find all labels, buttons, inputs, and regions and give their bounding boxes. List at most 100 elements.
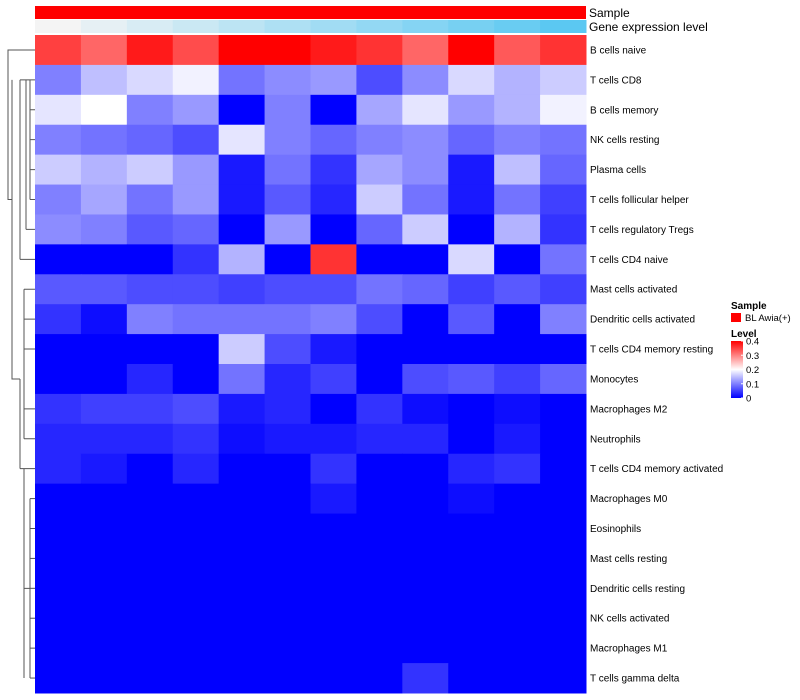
- heatmap-cell: [35, 244, 82, 275]
- heatmap-cell: [264, 124, 311, 156]
- heatmap-cell: [310, 154, 357, 186]
- heatmap-cell: [126, 364, 174, 395]
- heatmap-cell: [448, 364, 495, 395]
- heatmap-cell: [35, 633, 82, 664]
- legend-tick-label: 0.3: [746, 351, 759, 362]
- heatmap-cell: [80, 274, 128, 305]
- annotation-expression-cell: [494, 20, 541, 33]
- heatmap-cell: [356, 94, 403, 126]
- heatmap-cell: [80, 364, 128, 395]
- heatmap-cell: [126, 334, 174, 365]
- heatmap-cell: [80, 483, 128, 515]
- heatmap-cell: [218, 124, 266, 156]
- heatmap-cell: [264, 663, 311, 694]
- heatmap-cell: [448, 124, 495, 156]
- heatmap-cell: [264, 543, 311, 574]
- annotation-sample-bar: [35, 6, 586, 19]
- heatmap-cell: [540, 513, 587, 544]
- heatmap-cell: [402, 633, 449, 664]
- heatmap-cell: [172, 603, 220, 634]
- heatmap-cell: [448, 214, 495, 245]
- heatmap-cell: [35, 214, 82, 245]
- row-label: Macrophages M1: [590, 644, 668, 655]
- heatmap-cell: [35, 304, 82, 335]
- heatmap-cell: [494, 35, 541, 66]
- heatmap-cell: [80, 573, 128, 604]
- heatmap-cell: [540, 483, 587, 515]
- heatmap-cell: [172, 94, 220, 126]
- heatmap-cell: [80, 244, 128, 275]
- heatmap-cell: [402, 94, 449, 126]
- heatmap-cell: [126, 35, 174, 66]
- heatmap-cell: [540, 393, 587, 425]
- heatmap-cell: [448, 35, 495, 66]
- heatmap-cell: [356, 663, 403, 694]
- heatmap-cell: [356, 304, 403, 335]
- heatmap-cell: [540, 543, 587, 574]
- heatmap-cell: [540, 274, 587, 305]
- heatmap-cell: [172, 334, 220, 365]
- heatmap-cell: [356, 124, 403, 156]
- row-label: T cells CD8: [590, 75, 642, 86]
- row-label: Macrophages M0: [590, 494, 668, 505]
- heatmap-cell: [494, 304, 541, 335]
- heatmap-cell: [218, 154, 266, 186]
- row-label: Mast cells activated: [590, 285, 677, 296]
- heatmap-cell: [310, 543, 357, 574]
- heatmap-cell: [402, 483, 449, 515]
- heatmap-cell: [448, 244, 495, 275]
- heatmap-cell: [448, 304, 495, 335]
- heatmap-cell: [310, 423, 357, 455]
- heatmap-cell: [310, 663, 357, 694]
- dendrogram-branch: [7, 49, 35, 200]
- heatmap-cell: [218, 184, 266, 215]
- heatmap-cell: [448, 154, 495, 186]
- heatmap-cell: [540, 244, 587, 275]
- heatmap-cell: [540, 364, 587, 395]
- heatmap-cell: [264, 393, 311, 425]
- annotation-expression-cell: [35, 20, 82, 33]
- heatmap-cell: [264, 334, 311, 365]
- heatmap-cell: [356, 64, 403, 96]
- heatmap-cell: [402, 543, 449, 574]
- heatmap-cell: [218, 304, 266, 335]
- heatmap-cell: [494, 663, 541, 694]
- heatmap-cell: [126, 483, 174, 515]
- heatmap-cell: [218, 94, 266, 126]
- heatmap-cell: [172, 573, 220, 604]
- heatmap-cell: [126, 154, 174, 186]
- heatmap-cell: [264, 274, 311, 305]
- heatmap-cell: [402, 214, 449, 245]
- heatmap-cell: [80, 334, 128, 365]
- dendrogram-branch: [19, 378, 24, 470]
- heatmap-cell: [172, 35, 220, 66]
- heatmap-cell: [80, 64, 128, 96]
- row-label: T cells CD4 memory resting: [590, 345, 713, 356]
- annotation-expression-cell: [264, 20, 311, 33]
- heatmap-cells: [35, 35, 587, 694]
- heatmap-cell: [402, 453, 449, 485]
- row-dendrogram: [7, 49, 35, 679]
- heatmap-cell: [35, 154, 82, 186]
- heatmap-cell: [494, 184, 541, 215]
- heatmap-cell: [356, 393, 403, 425]
- heatmap-cell: [80, 154, 128, 186]
- heatmap-cell: [402, 154, 449, 186]
- heatmap-cell: [80, 423, 128, 455]
- heatmap-cell: [448, 603, 495, 634]
- heatmap-cell: [494, 274, 541, 305]
- heatmap-cell: [126, 453, 174, 485]
- heatmap-cell: [264, 633, 311, 664]
- legend-level-colorbar: [731, 341, 743, 398]
- heatmap-cell: [218, 453, 266, 485]
- heatmap-cell: [448, 274, 495, 305]
- heatmap-cell: [264, 603, 311, 634]
- heatmap-cell: [310, 483, 357, 515]
- heatmap-cell: [356, 154, 403, 186]
- heatmap-cell: [126, 633, 174, 664]
- heatmap-cell: [494, 94, 541, 126]
- heatmap-cell: [80, 35, 128, 66]
- heatmap-cell: [448, 573, 495, 604]
- row-label: T cells gamma delta: [590, 674, 680, 685]
